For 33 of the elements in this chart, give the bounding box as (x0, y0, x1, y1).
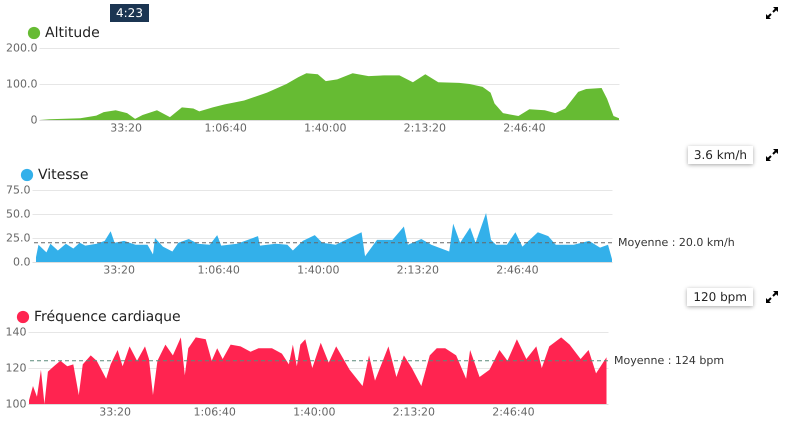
y-tick-label: 0.0 (13, 256, 30, 268)
x-tick-label: 1:06:40 (204, 122, 247, 134)
y-tick-label: 100.0 (6, 78, 38, 90)
y-tick-label: 50.0 (6, 208, 30, 220)
y-tick-label: 200.0 (6, 42, 38, 54)
x-tick-label: 1:06:40 (193, 406, 236, 418)
x-tick-label: 1:06:40 (197, 264, 240, 276)
x-tick-label: 1:40:00 (297, 264, 340, 276)
y-tick-label: 120 (6, 362, 26, 374)
text: 4:23 (110, 4, 149, 22)
text: 3.6 km/h (688, 146, 753, 164)
legend-label: Vitesse (38, 167, 88, 183)
text: 120 bpm (687, 288, 753, 306)
x-tick-label: 2:13:20 (404, 122, 446, 134)
x-tick-label: 33:20 (99, 406, 131, 418)
ref-line-label: Moyenne : 20.0 km/h (618, 236, 735, 249)
x-tick-label: 2:46:40 (503, 122, 546, 134)
ref-line-label: Moyenne : 124 bpm (614, 354, 724, 367)
y-tick-label: 0 (30, 114, 38, 126)
legend-label: Altitude (45, 25, 100, 41)
x-tick-label: 2:46:40 (496, 264, 539, 276)
x-tick-label: 1:40:00 (304, 122, 346, 134)
x-tick-label: 1:40:00 (293, 406, 336, 418)
x-tick-label: 2:46:40 (492, 406, 535, 418)
x-tick-label: 2:13:20 (396, 264, 440, 276)
x-tick-label: 33:20 (103, 264, 135, 276)
legend-label: Fréquence cardiaque (34, 309, 181, 325)
y-tick-label: 100 (6, 398, 26, 410)
y-tick-label: 25.0 (6, 232, 30, 244)
x-tick-label: 33:20 (110, 122, 142, 134)
y-tick-label: 75.0 (6, 184, 30, 196)
x-tick-label: 2:13:20 (392, 406, 436, 418)
y-tick-label: 140 (6, 326, 26, 338)
